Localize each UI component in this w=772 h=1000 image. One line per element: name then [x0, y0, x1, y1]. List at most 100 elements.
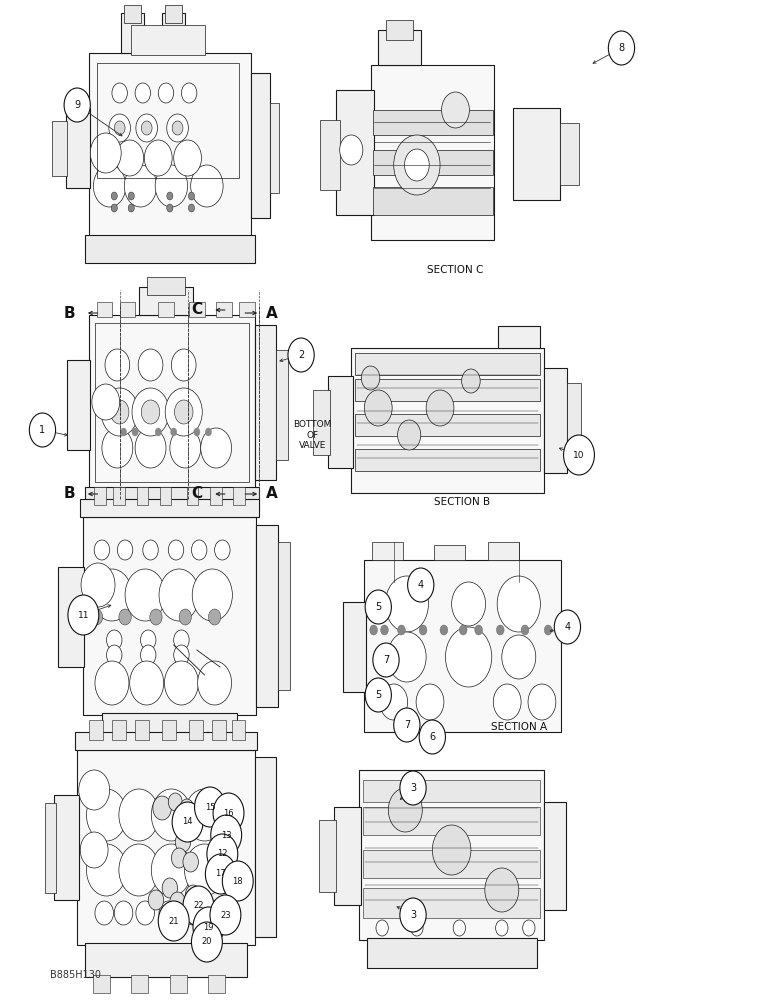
- Bar: [121, 13, 144, 53]
- Circle shape: [388, 788, 422, 832]
- Circle shape: [445, 627, 492, 687]
- Bar: [187, 487, 198, 505]
- Circle shape: [497, 576, 540, 632]
- Bar: [93, 975, 110, 993]
- Bar: [117, 751, 148, 773]
- Circle shape: [544, 625, 552, 635]
- Circle shape: [128, 204, 134, 212]
- Circle shape: [167, 204, 173, 212]
- Bar: [120, 302, 135, 317]
- Text: 8: 8: [618, 43, 625, 53]
- Bar: [95, 323, 249, 482]
- Circle shape: [400, 771, 426, 805]
- Bar: [102, 713, 237, 753]
- Bar: [567, 383, 581, 458]
- Text: 4: 4: [564, 622, 571, 632]
- Bar: [488, 542, 519, 560]
- Circle shape: [183, 886, 214, 926]
- Bar: [363, 850, 540, 878]
- Circle shape: [116, 140, 144, 176]
- Text: 19: 19: [203, 922, 214, 932]
- Circle shape: [135, 83, 151, 103]
- Circle shape: [132, 428, 138, 436]
- Circle shape: [475, 625, 482, 635]
- Circle shape: [411, 920, 423, 936]
- Circle shape: [191, 922, 222, 962]
- Bar: [498, 326, 540, 348]
- Circle shape: [174, 630, 189, 650]
- Circle shape: [191, 165, 223, 207]
- Bar: [336, 90, 374, 215]
- Bar: [52, 121, 67, 176]
- Text: 22: 22: [193, 902, 204, 910]
- Circle shape: [107, 630, 122, 650]
- Bar: [560, 123, 579, 185]
- Circle shape: [168, 540, 184, 560]
- Text: 5: 5: [375, 602, 381, 612]
- Circle shape: [496, 625, 504, 635]
- Circle shape: [164, 661, 198, 705]
- Circle shape: [376, 920, 388, 936]
- Circle shape: [419, 720, 445, 754]
- Circle shape: [119, 844, 159, 896]
- Text: 15: 15: [205, 802, 215, 812]
- Circle shape: [198, 661, 232, 705]
- Text: A: A: [266, 487, 278, 502]
- Circle shape: [165, 388, 202, 436]
- Circle shape: [110, 400, 129, 424]
- Circle shape: [400, 898, 426, 932]
- Circle shape: [442, 92, 469, 128]
- Circle shape: [135, 428, 166, 468]
- Bar: [355, 449, 540, 471]
- Circle shape: [171, 428, 177, 436]
- Circle shape: [502, 635, 536, 679]
- Circle shape: [453, 920, 466, 936]
- Bar: [162, 720, 176, 740]
- Circle shape: [288, 338, 314, 372]
- Circle shape: [205, 854, 236, 894]
- Text: 2: 2: [298, 350, 304, 360]
- Circle shape: [172, 802, 203, 842]
- Circle shape: [119, 609, 131, 625]
- Circle shape: [608, 31, 635, 65]
- Circle shape: [130, 661, 164, 705]
- Circle shape: [170, 905, 185, 925]
- Circle shape: [125, 569, 165, 621]
- Text: B: B: [63, 306, 76, 320]
- Circle shape: [195, 787, 225, 827]
- Circle shape: [143, 540, 158, 560]
- Circle shape: [80, 832, 108, 868]
- Circle shape: [174, 645, 189, 665]
- Bar: [378, 30, 421, 65]
- Circle shape: [185, 789, 225, 841]
- Circle shape: [105, 349, 130, 381]
- Circle shape: [365, 678, 391, 712]
- Circle shape: [179, 609, 191, 625]
- Circle shape: [111, 192, 117, 200]
- Bar: [255, 325, 276, 480]
- Circle shape: [92, 384, 120, 420]
- Circle shape: [394, 708, 420, 742]
- Bar: [232, 720, 245, 740]
- Circle shape: [485, 868, 519, 912]
- Text: 14: 14: [182, 818, 193, 826]
- Circle shape: [174, 400, 193, 424]
- Circle shape: [181, 83, 197, 103]
- Text: 10: 10: [574, 450, 584, 460]
- Bar: [355, 353, 540, 375]
- Circle shape: [183, 852, 198, 872]
- Text: 3: 3: [410, 783, 416, 793]
- Bar: [54, 795, 79, 900]
- Bar: [434, 545, 465, 560]
- Circle shape: [151, 844, 191, 896]
- Bar: [343, 602, 366, 692]
- Circle shape: [141, 121, 152, 135]
- Bar: [363, 780, 540, 802]
- Circle shape: [95, 661, 129, 705]
- Circle shape: [193, 907, 224, 947]
- Bar: [137, 487, 148, 505]
- Circle shape: [86, 844, 127, 896]
- Bar: [216, 302, 232, 317]
- Circle shape: [90, 133, 121, 173]
- Circle shape: [64, 88, 90, 122]
